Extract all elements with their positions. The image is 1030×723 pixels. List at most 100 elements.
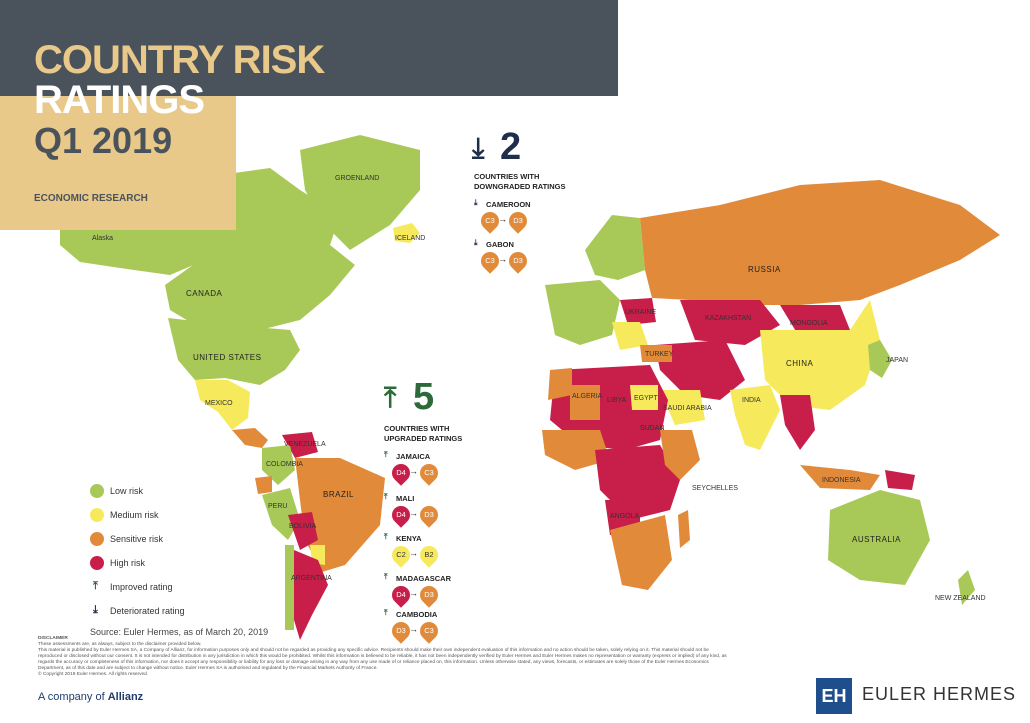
region-new-zealand [958, 570, 975, 605]
header-tan-band [0, 96, 236, 230]
label-kazakhstan: KAZAKHSTAN [705, 315, 751, 322]
region-png [885, 470, 915, 490]
legend-medium-label: Medium risk [110, 510, 159, 520]
region-argentina [294, 550, 328, 640]
region-eastern-europe [612, 322, 648, 350]
jamaica-to-pin: C3 [416, 460, 442, 486]
region-indonesia [800, 465, 880, 490]
source-note: Source: Euler Hermes, as of March 20, 20… [90, 627, 269, 637]
label-egypt: EGYPT [634, 395, 658, 402]
label-china: CHINA [786, 359, 814, 368]
mali-name: MALI [396, 494, 415, 503]
cameroon-name: CAMEROON [486, 200, 531, 209]
region-west-africa [542, 430, 610, 470]
region-ukraine [620, 298, 656, 325]
page-title-line3: Q1 2019 [34, 120, 173, 161]
region-peru [262, 488, 300, 540]
upgraded-title-line1: COUNTRIES WITH [384, 424, 450, 433]
kenya-to-pin: B2 [416, 542, 442, 568]
label-alaska: Alaska [92, 235, 113, 242]
region-iceland [393, 223, 420, 243]
label-united-states: UNITED STATES [193, 353, 261, 362]
label-iceland: ICELAND [395, 235, 425, 242]
label-australia: AUSTRALIA [852, 535, 901, 544]
jamaica-arrow-icon: → [409, 466, 418, 476]
jamaica-up-icon: ⤒ [384, 450, 388, 459]
label-saudi-arabia: SAUDI ARABIA [663, 405, 712, 412]
region-southern-africa [610, 515, 672, 590]
improved-arrow-icon: ⤒ [93, 580, 98, 592]
region-china [760, 300, 880, 410]
euler-hermes-name: EULER HERMES [862, 684, 1017, 704]
region-egypt [630, 385, 658, 410]
legend-low-label: Low risk [110, 486, 144, 496]
downgraded-title-line2: DOWNGRADED RATINGS [474, 182, 566, 191]
region-bolivia [288, 512, 318, 550]
region-australia [828, 490, 930, 585]
region-east-africa [660, 430, 700, 480]
kenya-arrow-icon: → [409, 548, 418, 558]
region-central-america [232, 428, 268, 448]
region-groenland [300, 135, 420, 250]
legend-high-label: High risk [110, 558, 146, 568]
cameroon-to-pin: D3 [505, 208, 531, 234]
cambodia-arrow-icon: → [409, 624, 418, 634]
mali-to-pin: D3 [416, 502, 442, 528]
euler-hermes-logo-icon: EH [816, 678, 852, 714]
label-peru: PERU [268, 503, 287, 510]
disclaimer-line1: These assessments are, as always, subjec… [38, 642, 202, 647]
region-southeast-asia [780, 395, 815, 450]
downgraded-title: COUNTRIES WITH DOWNGRADED RATINGS [474, 172, 566, 192]
label-mongolia: MONGOLIA [790, 320, 828, 327]
disclaimer-body: This material is published by Euler Herm… [38, 648, 727, 671]
region-algeria [570, 385, 600, 420]
madagascar-name: MADAGASCAR [396, 574, 451, 583]
legend-deteriorated-label: Deteriorated rating [110, 606, 185, 616]
madagascar-up-icon: ⤒ [384, 572, 388, 581]
legend-improved-label: Improved rating [110, 582, 173, 592]
kenya-up-icon: ⤒ [384, 532, 388, 541]
cambodia-up-icon: ⤒ [384, 608, 388, 617]
region-middle-east [655, 340, 745, 400]
region-venezuela [282, 432, 318, 458]
region-mexico [195, 380, 250, 430]
label-libya: LIBYA [607, 397, 627, 404]
madagascar-arrow-icon: → [409, 588, 418, 598]
region-scandinavia [585, 215, 645, 280]
cameroon-down-icon: ⤓ [474, 198, 478, 207]
mali-arrow-icon: → [409, 508, 418, 518]
region-madagascar [678, 510, 690, 548]
label-sudan: SUDAN [640, 425, 665, 432]
allianz-credit: A company of Allianz [38, 691, 143, 703]
downgraded-title-line1: COUNTRIES WITH [474, 172, 540, 181]
disclaimer-copyright: © Copyright 2019 Euler Hermes. All right… [38, 672, 149, 677]
mali-up-icon: ⤒ [384, 492, 388, 501]
region-chile [285, 545, 294, 630]
cambodia-name: CAMBODIA [396, 610, 438, 619]
deteriorated-arrow-icon: ⤓ [93, 604, 98, 616]
region-turkey [640, 345, 672, 362]
label-groenland: GROENLAND [335, 175, 379, 182]
downgraded-arrow-icon: ⤓ [472, 132, 485, 163]
label-india: INDIA [742, 397, 761, 404]
kenya-name: KENYA [396, 534, 422, 543]
legend-low-swatch [90, 484, 104, 498]
label-canada: CANADA [186, 289, 223, 298]
region-usa [168, 318, 300, 385]
region-western-europe [545, 280, 620, 345]
label-mexico: MEXICO [205, 400, 233, 407]
upgraded-title: COUNTRIES WITH UPGRADED RATINGS [384, 424, 462, 444]
region-korea-japan [868, 340, 892, 378]
label-algeria: ALGERIA [572, 393, 603, 400]
label-colombia: COLOMBIA [266, 461, 303, 468]
disclaimer-heading: DISCLAIMER [38, 636, 68, 641]
gabon-name: GABON [486, 240, 514, 249]
label-indonesia: INDONESIA [822, 477, 861, 484]
legend-sensitive-label: Sensitive risk [110, 534, 164, 544]
region-mongolia [780, 305, 850, 338]
label-angola: ANGOLA [610, 513, 640, 520]
label-argentina: ARGENTINA [291, 575, 332, 582]
label-venezuela: VENEZUELA [284, 441, 326, 448]
region-morocco [548, 368, 572, 400]
